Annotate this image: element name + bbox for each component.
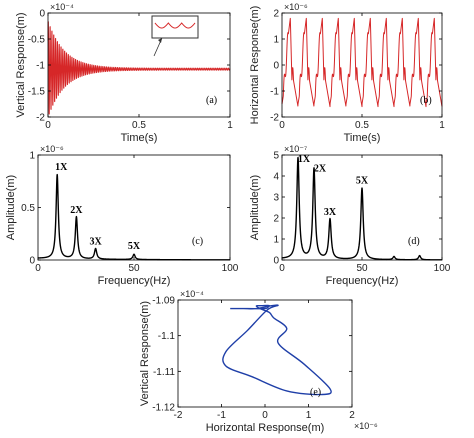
y-axis-label: Vertical Response(m) <box>15 12 27 117</box>
x-axis-label: Frequency(Hz) <box>326 275 399 287</box>
panel-label: (e) <box>310 387 321 398</box>
y-tick-label: -1.1 <box>158 331 176 342</box>
x-axis-label: Time(s) <box>121 132 158 144</box>
axes-box-e <box>177 299 353 408</box>
x-axis-label: Frequency(Hz) <box>98 275 171 287</box>
peak-label: 1X <box>55 162 68 173</box>
x-tick-label: 100 <box>434 263 451 274</box>
y-tick-label: -1 <box>270 87 279 98</box>
peak-label: 3X <box>89 237 102 248</box>
panel-c: 0 50 100 0 0.5 1 ×10⁻⁶ Frequency(Hz) Amplitude(m… <box>5 144 239 287</box>
y-tick-label: -1.11 <box>153 367 175 378</box>
y-tick-label: 0 <box>273 61 279 72</box>
panel-label: (d) <box>408 236 420 247</box>
y-tick-label: 2 <box>273 9 279 20</box>
peak-label: 2X <box>314 164 327 175</box>
y-tick-label: 1 <box>273 235 279 246</box>
y-tick-label: 0 <box>273 256 279 267</box>
series-line-a <box>47 21 231 115</box>
peak-label: 3X <box>324 207 337 218</box>
x-tick-label: 0 <box>35 263 41 274</box>
y-tick-label: 3 <box>273 193 279 204</box>
x-tick-label: 1 <box>306 410 312 421</box>
y-exponent-label: ×10⁻⁴ <box>50 2 74 12</box>
y-tick-label: 0 <box>39 9 45 20</box>
y-axis-label: Vertical Response(m) <box>139 301 151 406</box>
y-axis-label: Amplitude(m) <box>5 175 17 240</box>
y-tick-label: 0 <box>29 256 35 267</box>
y-tick-label: 4 <box>273 172 279 183</box>
y-tick-label: -2 <box>36 113 45 124</box>
x-tick-label: 0.5 <box>132 120 146 131</box>
y-tick-label: 0.5 <box>21 203 35 214</box>
series-line-d <box>281 156 443 261</box>
y-tick-label: -0.5 <box>28 35 46 46</box>
panel-d: 0 50 100 0 1 2 3 4 5 ×10⁻⁷ Frequency(Hz) Amplitude(… <box>249 144 451 287</box>
y-exponent-label: ×10⁻⁴ <box>180 289 204 299</box>
series-line-b <box>281 17 443 108</box>
panel-label: (b) <box>420 95 432 106</box>
x-tick-label: 100 <box>222 263 239 274</box>
x-exponent-label: ×10⁻⁶ <box>354 421 378 431</box>
y-tick-label: -2 <box>270 113 279 124</box>
panel-e: -2 -1 0 1 2 -1.12 -1.11 -1.1 -1.09 ×10⁻⁴ ×10⁻⁶ Hori… <box>139 289 378 434</box>
y-tick-label: 1 <box>273 35 279 46</box>
y-tick-label: -1.12 <box>152 403 175 414</box>
peak-label: 5X <box>128 241 141 252</box>
series-line-e <box>222 304 332 396</box>
x-tick-label: 1 <box>227 120 233 131</box>
x-tick-label: 0 <box>279 263 285 274</box>
x-tick-label: 50 <box>128 263 140 274</box>
x-tick-label: -1 <box>217 410 226 421</box>
x-tick-label: 0 <box>45 120 51 131</box>
panel-label: (a) <box>206 95 217 106</box>
x-tick-label: 2 <box>349 410 355 421</box>
y-tick-label: 5 <box>273 151 279 162</box>
x-tick-label: 1 <box>439 120 445 131</box>
x-tick-label: 0.5 <box>355 120 369 131</box>
peak-label: 1X <box>298 154 311 165</box>
panel-label: (c) <box>192 236 203 247</box>
y-exponent-label: ×10⁻⁷ <box>284 144 307 154</box>
x-tick-label: 50 <box>356 263 368 274</box>
inset-arrowhead <box>158 38 162 43</box>
y-tick-label: -1 <box>36 61 45 72</box>
y-tick-label: 2 <box>273 214 279 225</box>
inset-frame <box>151 15 199 39</box>
peak-label: 2X <box>70 205 83 216</box>
panel-b: 0 0.5 1 -2 -1 0 1 2 ×10⁻⁶ Time(s) Horizontal Respo… <box>249 2 445 144</box>
panel-a: 0 0.5 1 -2 -1.5 -1 -0.5 0 ×10⁻⁴ Time(s) Vertical R… <box>15 2 233 144</box>
y-tick-label: -1.09 <box>152 296 175 307</box>
inset-curve <box>154 22 196 29</box>
x-tick-label: -2 <box>174 410 183 421</box>
x-axis-label: Horizontal Response(m) <box>206 422 325 434</box>
x-tick-label: 0 <box>262 410 268 421</box>
x-axis-label: Time(s) <box>344 132 381 144</box>
y-axis-label: Amplitude(m) <box>249 175 261 240</box>
y-tick-label: -1.5 <box>28 87 46 98</box>
y-axis-label: Horizontal Response(m) <box>249 6 261 125</box>
y-exponent-label: ×10⁻⁶ <box>284 2 308 12</box>
peak-label: 5X <box>356 176 369 187</box>
y-exponent-label: ×10⁻⁶ <box>40 144 64 154</box>
y-tick-label: 1 <box>29 151 35 162</box>
x-tick-label: 0 <box>279 120 285 131</box>
